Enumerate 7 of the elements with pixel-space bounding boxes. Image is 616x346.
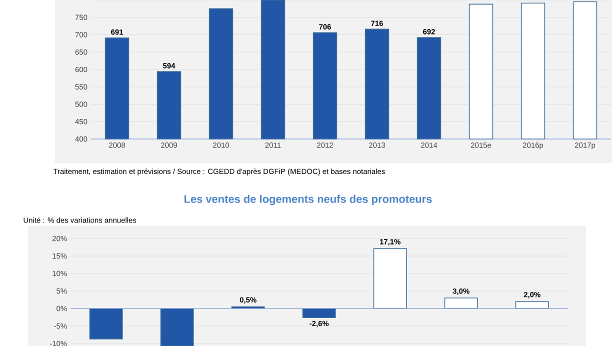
- bar: [444, 298, 478, 309]
- bar: [160, 308, 194, 346]
- bar: [89, 308, 123, 340]
- bar: [515, 301, 549, 309]
- bar: [373, 248, 407, 309]
- chart-title: Les ventes de logements neufs des promoteurs: [184, 194, 432, 206]
- bar: [302, 308, 336, 318]
